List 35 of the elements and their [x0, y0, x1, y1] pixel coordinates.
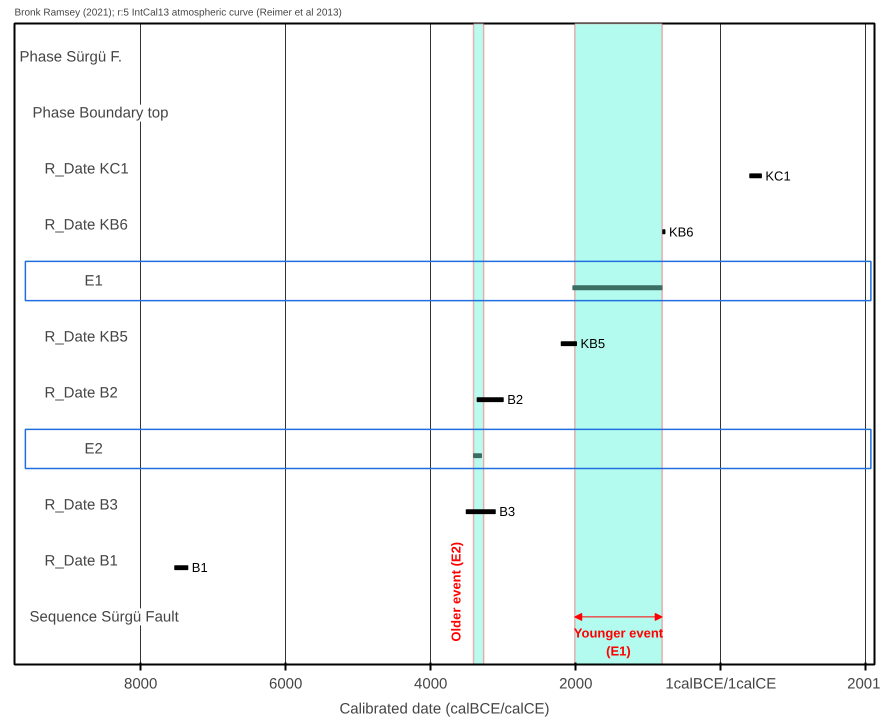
- bar: [476, 397, 504, 402]
- text: Bronk Ramsey (2021); r:5 IntCal13 atmospheric curve (Reimer et al 2013): [14, 8, 342, 18]
- bar: [466, 509, 496, 514]
- y-tick-label: Sequence Sürgü Fault: [30, 608, 180, 626]
- y-tick-label: R_Date KB6: [44, 216, 128, 234]
- y-tick-label: R_Date B1: [44, 552, 118, 570]
- x-tick-label: 2001: [847, 676, 881, 692]
- x-tick-label: 6000: [269, 676, 302, 692]
- bar: [572, 285, 663, 290]
- y-tick-label: E2: [84, 440, 103, 458]
- x-tick-label: 1calBCE/1calCE: [665, 676, 776, 692]
- bar: [662, 229, 666, 234]
- y-tick-label: Phase Sürgü F.: [20, 48, 122, 66]
- y-tick-label: R_Date KC1: [44, 160, 129, 178]
- data-label: B3: [499, 504, 516, 520]
- y-tick-label: Phase Boundary top: [32, 104, 168, 122]
- data-label: KC1: [765, 168, 791, 184]
- y-tick-label: R_Date B3: [44, 496, 118, 514]
- bar: [749, 173, 762, 178]
- y-tick-label: R_Date KB5: [44, 328, 128, 346]
- data-label: KB6: [668, 224, 694, 240]
- data-label: KB5: [580, 336, 606, 352]
- bar: [473, 453, 482, 458]
- x-tick-label: 8000: [124, 676, 158, 692]
- y-tick-label: E1: [84, 272, 103, 290]
- band-label: Younger event (E1): [574, 625, 664, 658]
- band-label: Older event (E2): [448, 542, 464, 642]
- x-tick-label: 2000: [559, 676, 592, 692]
- data-label: B2: [507, 392, 524, 408]
- y-tick-label: R_Date B2: [44, 384, 118, 402]
- data-label: B1: [192, 560, 208, 576]
- bar: [560, 341, 577, 346]
- x-tick-label: 4000: [414, 676, 448, 692]
- x-axis-title: Calibrated date (calBCE/calCE): [339, 700, 550, 718]
- bar: [174, 565, 188, 570]
